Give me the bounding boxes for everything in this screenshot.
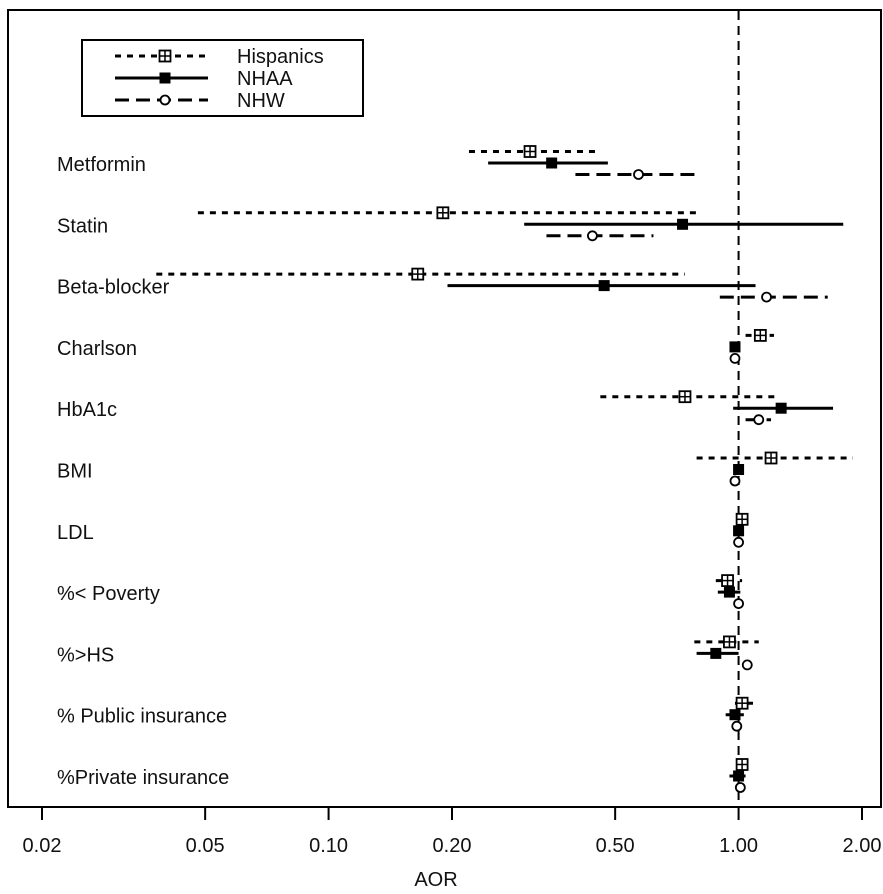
point-estimate	[677, 218, 689, 230]
x-tick-label: 2.00	[843, 835, 882, 857]
point-estimate	[734, 782, 746, 793]
point-estimate	[735, 696, 749, 710]
category-label: LDL	[57, 522, 94, 544]
point-estimate	[733, 598, 744, 609]
point-estimate	[753, 414, 765, 426]
point-estimate	[775, 402, 787, 414]
x-tick-label: 0.50	[596, 835, 635, 857]
point-estimate	[436, 206, 450, 220]
series-hispanics	[156, 145, 853, 771]
legend-marker	[159, 72, 171, 84]
point-estimate	[598, 280, 610, 292]
point-estimate	[411, 267, 425, 281]
point-estimate	[733, 536, 744, 548]
category-label: Metformin	[57, 154, 146, 176]
point-estimate	[764, 451, 778, 465]
x-tick-label: 1.00	[719, 835, 758, 857]
category-label: %Private insurance	[57, 767, 229, 789]
x-tick-label: 0.20	[433, 835, 472, 857]
point-estimate	[633, 169, 644, 180]
category-label: % Public insurance	[57, 706, 227, 728]
point-estimate	[729, 475, 741, 487]
point-estimate	[586, 230, 598, 242]
x-axis-label: AOR	[414, 869, 457, 891]
legend-marker	[159, 94, 171, 106]
point-estimate	[723, 586, 735, 598]
legend-label: NHAA	[237, 68, 293, 90]
category-label: Statin	[57, 215, 108, 237]
series-nhw	[546, 169, 828, 793]
category-label: %>HS	[57, 644, 114, 666]
point-estimate	[523, 145, 537, 158]
point-estimate	[735, 512, 749, 526]
series-nhaa	[447, 157, 844, 782]
point-estimate	[761, 291, 772, 303]
point-estimate	[710, 647, 722, 659]
point-estimate	[678, 390, 692, 404]
point-estimate	[721, 574, 734, 587]
legend-label: NHW	[237, 90, 285, 112]
legend-label: Hispanics	[237, 46, 324, 68]
plot-frame	[7, 9, 882, 808]
category-label: BMI	[57, 461, 93, 483]
point-estimate	[729, 709, 741, 721]
point-estimate	[729, 352, 741, 364]
category-label: Beta-blocker	[57, 277, 170, 299]
category-label: HbA1c	[57, 399, 117, 421]
category-label: Charlson	[57, 338, 137, 360]
point-estimate	[741, 659, 753, 671]
point-estimate	[733, 525, 745, 537]
point-estimate	[731, 720, 743, 732]
point-estimate	[735, 758, 749, 771]
point-estimate	[753, 328, 767, 342]
x-tick-label: 0.05	[186, 835, 225, 857]
point-estimate	[733, 770, 745, 782]
point-estimate	[723, 635, 736, 649]
point-estimate	[546, 157, 558, 169]
x-tick-label: 0.10	[309, 835, 348, 857]
point-estimate	[733, 464, 745, 475]
point-estimate	[729, 341, 741, 353]
category-label: %< Poverty	[57, 583, 160, 605]
x-tick-label: 0.02	[23, 835, 62, 857]
legend-marker	[158, 49, 172, 63]
